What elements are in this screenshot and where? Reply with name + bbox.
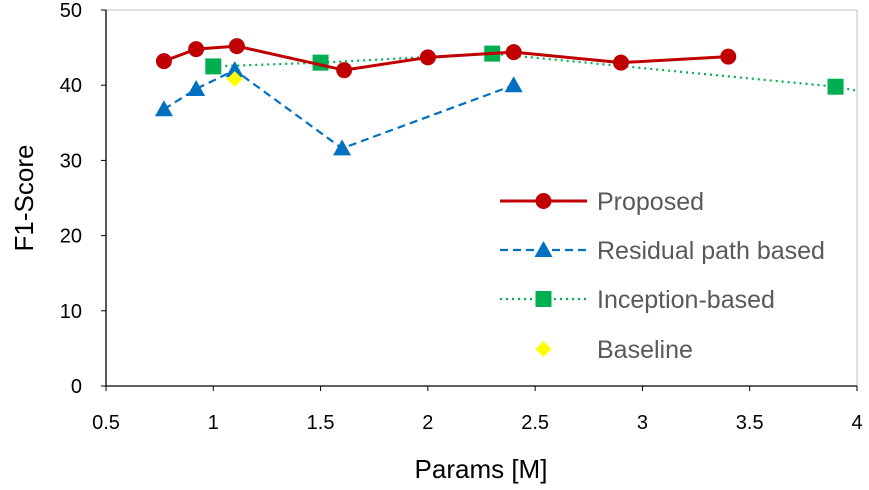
legend-item: Inception-based <box>500 286 775 314</box>
data-point <box>336 62 353 79</box>
legend-item: Proposed <box>500 188 704 216</box>
data-point <box>188 41 205 58</box>
data-point <box>228 38 245 55</box>
x-axis-ticks: 0.5 1 1.5 2 2.5 3 3.5 4 <box>92 386 863 434</box>
series-line <box>163 44 729 72</box>
x-tick-label: 2 <box>422 412 433 434</box>
x-tick-label: 3 <box>637 412 648 434</box>
data-point <box>720 48 737 65</box>
data-point <box>226 71 243 88</box>
legend-label: Inception-based <box>597 286 775 314</box>
legend-label: Residual path based <box>597 237 825 265</box>
y-tick-label: 30 <box>60 150 82 172</box>
legend-item: Baseline <box>535 336 693 364</box>
data-point <box>860 85 869 101</box>
y-axis-title: F1-Score <box>9 145 39 252</box>
x-tick-label: 4 <box>851 412 862 434</box>
data-point <box>827 78 844 95</box>
legend-label: Baseline <box>597 336 693 364</box>
y-axis-ticks: 0 10 20 30 40 50 <box>60 0 106 398</box>
legend-marker <box>535 291 552 307</box>
data-point <box>155 53 172 70</box>
data-point <box>333 139 352 156</box>
series-inception-based <box>205 45 869 101</box>
legend-marker <box>535 341 552 357</box>
series-line <box>163 68 515 150</box>
data-point <box>504 76 523 93</box>
x-tick-label: 2.5 <box>521 412 549 434</box>
y-tick-label: 10 <box>60 301 82 323</box>
x-tick-label: 3.5 <box>736 412 764 434</box>
legend-marker <box>534 241 553 257</box>
series-proposed <box>155 38 737 79</box>
x-tick-label: 1 <box>208 412 219 434</box>
legend-label: Proposed <box>597 188 704 216</box>
data-point <box>205 58 222 75</box>
data-point <box>154 100 173 117</box>
data-point <box>419 49 436 66</box>
y-tick-label: 20 <box>60 226 82 248</box>
series-baseline <box>226 71 243 88</box>
data-point <box>187 79 206 96</box>
series-residual-path-based <box>154 61 523 156</box>
series-line <box>213 52 857 92</box>
series-layer <box>154 38 869 156</box>
y-tick-label: 40 <box>60 75 82 97</box>
y-tick-label: 50 <box>60 0 82 22</box>
data-point <box>225 61 244 78</box>
legend: Proposed Residual path based Inception-bas… <box>500 188 825 364</box>
x-tick-label: 1.5 <box>307 412 335 434</box>
x-tick-label: 0.5 <box>92 412 120 434</box>
legend-item: Residual path based <box>500 237 825 265</box>
data-point <box>505 44 522 61</box>
y-tick-label: 0 <box>71 376 82 398</box>
data-point <box>612 54 629 71</box>
x-axis-title: Params [M] <box>415 454 548 484</box>
legend-marker <box>535 193 552 209</box>
